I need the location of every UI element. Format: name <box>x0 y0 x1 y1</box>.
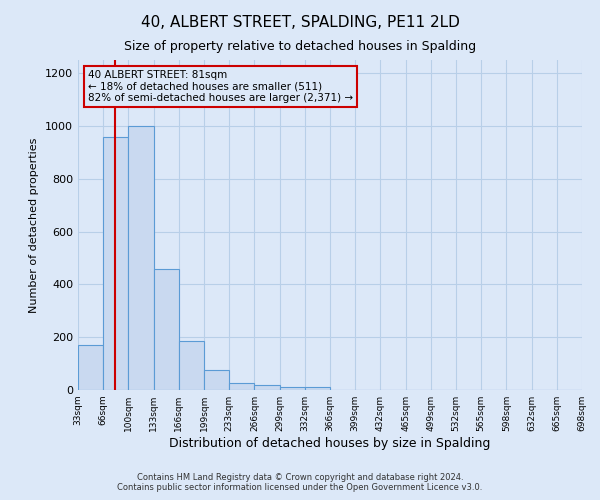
Bar <box>204 370 229 390</box>
Text: Contains HM Land Registry data © Crown copyright and database right 2024.
Contai: Contains HM Land Registry data © Crown c… <box>118 472 482 492</box>
Bar <box>128 126 154 390</box>
Bar <box>103 136 128 390</box>
Bar <box>179 341 204 390</box>
X-axis label: Distribution of detached houses by size in Spalding: Distribution of detached houses by size … <box>169 437 491 450</box>
Bar <box>78 345 103 390</box>
Bar <box>154 268 179 390</box>
Bar <box>229 384 254 390</box>
Text: Size of property relative to detached houses in Spalding: Size of property relative to detached ho… <box>124 40 476 53</box>
Bar <box>305 388 330 390</box>
Bar <box>280 388 305 390</box>
Text: 40, ALBERT STREET, SPALDING, PE11 2LD: 40, ALBERT STREET, SPALDING, PE11 2LD <box>140 15 460 30</box>
Bar <box>254 384 280 390</box>
Y-axis label: Number of detached properties: Number of detached properties <box>29 138 40 312</box>
Text: 40 ALBERT STREET: 81sqm
← 18% of detached houses are smaller (511)
82% of semi-d: 40 ALBERT STREET: 81sqm ← 18% of detache… <box>88 70 353 103</box>
